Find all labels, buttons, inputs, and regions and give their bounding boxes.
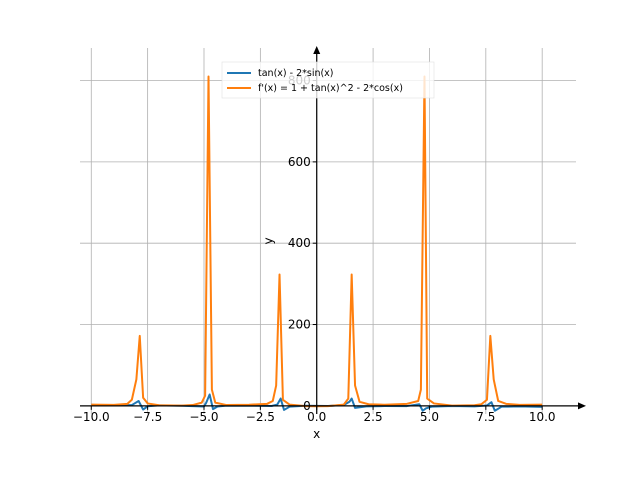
x-tick-label: −7.5: [133, 410, 162, 424]
legend-label-tan: tan(x) - 2*sin(x): [258, 68, 334, 79]
axes: [80, 46, 586, 414]
legend-box: [221, 61, 435, 99]
y-axis-arrow: [313, 46, 321, 54]
x-tick-label: 5.0: [420, 410, 439, 424]
x-tick-label: −5.0: [189, 410, 218, 424]
y-axis-label: y: [262, 237, 276, 244]
x-axis-arrow: [578, 402, 586, 410]
y-tick-label: 0: [303, 399, 311, 413]
y-tick-label: 400: [288, 236, 311, 250]
x-tick-label: −2.5: [246, 410, 275, 424]
y-tick-label: 600: [288, 155, 311, 169]
ticks: −10.0 −7.5 −5.0 −2.5 0.0 2.5 5.0 7.5 10.0 0 200 400…: [73, 74, 556, 424]
x-tick-label: 2.5: [364, 410, 383, 424]
x-tick-label: 0.0: [307, 410, 326, 424]
x-tick-label: 7.5: [476, 410, 495, 424]
legend: tan(x) - 2*sin(x) f'(x) = 1 + tan(x)^2 -…: [221, 61, 435, 99]
x-tick-label: 10.0: [529, 410, 556, 424]
x-axis-label: x: [313, 427, 320, 441]
legend-label-derivative: f'(x) = 1 + tan(x)^2 - 2*cos(x): [258, 83, 403, 94]
x-tick-label: −10.0: [73, 410, 110, 424]
y-tick-label: 200: [288, 318, 311, 332]
